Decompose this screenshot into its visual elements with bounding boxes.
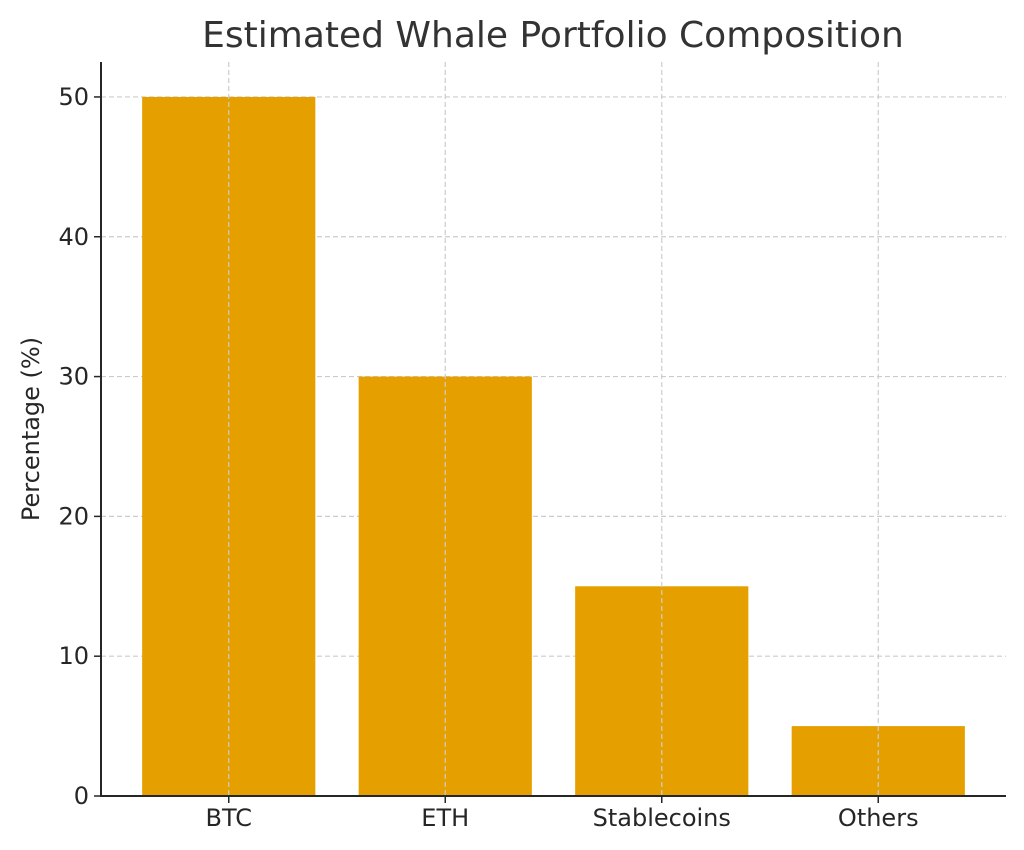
y-tick-label: 0 — [74, 782, 89, 810]
chart-title: Estimated Whale Portfolio Composition — [202, 15, 904, 56]
y-tick-label: 20 — [58, 502, 89, 530]
y-tick-label: 30 — [58, 363, 89, 391]
x-tick-label: ETH — [421, 804, 469, 832]
y-tick-label: 50 — [58, 83, 89, 111]
x-tick-label: BTC — [205, 804, 251, 832]
bars — [142, 96, 965, 796]
x-tick-label: Others — [838, 804, 919, 832]
y-axis-label: Percentage (%) — [17, 337, 45, 521]
grid — [101, 96, 1006, 657]
ticks: 0 10 20 30 40 50 BTC ETH Stablecoins Others — [58, 83, 918, 832]
vertical-grid — [228, 62, 879, 796]
y-tick-label: 40 — [58, 223, 89, 251]
x-tick-label: Stablecoins — [593, 804, 731, 832]
y-tick-label: 10 — [58, 642, 89, 670]
